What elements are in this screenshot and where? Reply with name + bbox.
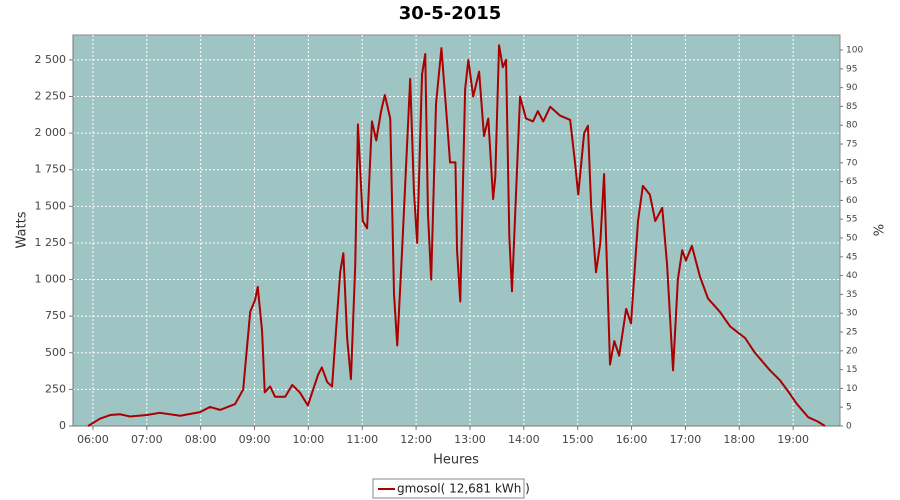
y2-tick-label: 70	[846, 158, 858, 168]
data-line	[87, 44, 826, 427]
x-tick-label: 16:00	[616, 433, 648, 446]
y-tick-label: 750	[45, 309, 66, 322]
y2-tick-label: 60	[846, 196, 858, 206]
x-tick-label: 10:00	[293, 433, 325, 446]
x-tick-label: 09:00	[239, 433, 271, 446]
y2-tick-label: 25	[846, 328, 857, 338]
y-tick-label: 250	[45, 382, 66, 395]
y2-tick-label: 30	[846, 309, 858, 319]
x-tick-label: 07:00	[131, 433, 163, 446]
y2-tick-label: 85	[846, 102, 857, 112]
y2-tick-label: 15	[846, 365, 857, 375]
y2-tick-label: 10	[846, 384, 858, 394]
y2-tick-label: 50	[846, 234, 858, 244]
y2-axis-label: %	[873, 224, 888, 236]
y2-tick-label: 65	[846, 177, 857, 187]
y-tick-label: 1 500	[35, 199, 67, 212]
y-tick-label: 1 750	[35, 163, 67, 176]
y2-tick-label: 35	[846, 290, 857, 300]
y-tick-label: 1 000	[35, 273, 67, 286]
y-axis-label: Watts	[15, 211, 30, 248]
x-tick-label: 17:00	[670, 433, 702, 446]
y-tick-label: 1 250	[35, 236, 67, 249]
y2-tick-label: 5	[846, 403, 852, 413]
y-tick-label: 2 000	[35, 126, 67, 139]
x-tick-label: 14:00	[508, 433, 540, 446]
y2-tick-label: 100	[846, 46, 863, 56]
y2-tick-label: 80	[846, 121, 858, 131]
legend-label: gmosol( 12,681 kWh )	[397, 482, 530, 496]
y2-tick-label: 0	[846, 422, 852, 432]
y2-tick-label: 55	[846, 215, 857, 225]
y-tick-label: 2 250	[35, 90, 67, 103]
x-tick-label: 08:00	[185, 433, 217, 446]
x-axis-label: Heures	[433, 453, 479, 468]
y-tick-label: 2 500	[35, 53, 67, 66]
y-tick-label: 500	[45, 346, 66, 359]
y2-tick-label: 75	[846, 140, 857, 150]
legend	[372, 478, 525, 499]
y-tick-label: 0	[59, 419, 66, 432]
x-tick-label: 13:00	[454, 433, 486, 446]
x-tick-label: 06:00	[77, 433, 109, 446]
y2-tick-label: 40	[846, 271, 858, 281]
x-tick-label: 11:00	[346, 433, 378, 446]
chart-title: 30-5-2015	[399, 3, 502, 24]
y2-tick-label: 20	[846, 346, 858, 356]
x-tick-label: 19:00	[777, 433, 809, 446]
y2-tick-label: 95	[846, 64, 857, 74]
x-tick-label: 15:00	[562, 433, 594, 446]
y2-tick-label: 90	[846, 83, 858, 93]
x-tick-label: 18:00	[723, 433, 755, 446]
y2-tick-label: 45	[846, 252, 857, 262]
x-tick-label: 12:00	[400, 433, 432, 446]
